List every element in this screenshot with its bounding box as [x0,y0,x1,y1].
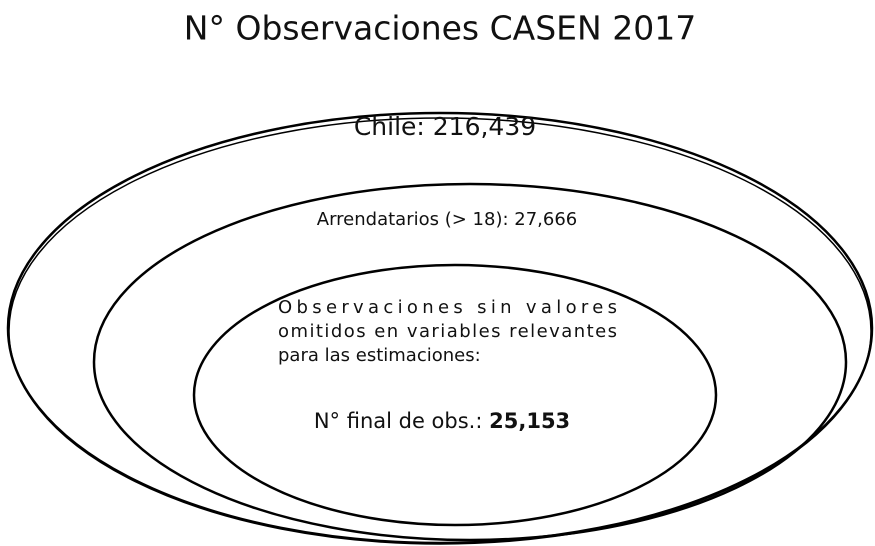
inner-line: omitidos en variables relevantes [278,321,617,342]
outer-label: Chile: 216,439 [354,112,536,141]
inner-ellipse [192,263,718,527]
title: N° Observaciones CASEN 2017 [184,9,696,48]
inner-line: Observaciones sin valores [278,297,617,318]
final-value: 25,153 [489,409,570,433]
outer-ellipse [6,111,874,545]
inner-line: para las estimaciones: [278,345,481,366]
middle-label: Arrendatarios (> 18): 27,666 [317,209,577,230]
final-label: N° final de obs.: [314,409,483,433]
final-count: N° final de obs.: 25,153 [314,409,570,433]
outer-ellipse-edge [8,117,872,545]
middle-ellipse [92,182,848,542]
